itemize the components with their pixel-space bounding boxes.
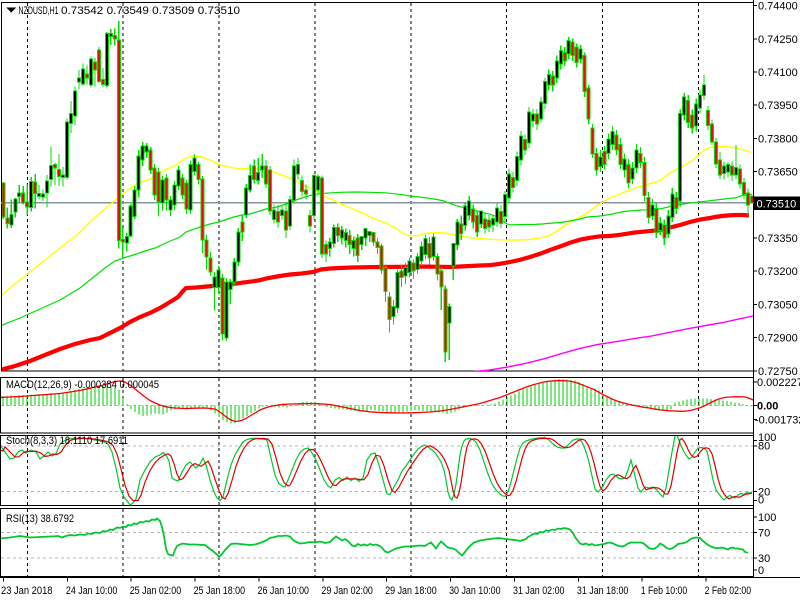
svg-text:Stoch(8,3,3) 18.1110 17.6911: Stoch(8,3,3) 18.1110 17.6911 [6,435,128,447]
svg-text:2 Feb 02:00: 2 Feb 02:00 [705,585,752,597]
svg-text:31 Jan 02:00: 31 Jan 02:00 [513,585,565,597]
svg-text:0.74100: 0.74100 [758,67,798,79]
svg-text:25 Jan 18:00: 25 Jan 18:00 [194,585,246,597]
svg-text:25 Jan 02:00: 25 Jan 02:00 [130,585,182,597]
svg-text:29 Jan 18:00: 29 Jan 18:00 [385,585,437,597]
svg-text:MACD(12,26,9) -0.000384 0.0000: MACD(12,26,9) -0.000384 0.000045 [6,379,159,391]
svg-text:0.74400: 0.74400 [758,1,798,13]
svg-text:31 Jan 18:00: 31 Jan 18:00 [577,585,629,597]
svg-text:0.73650: 0.73650 [758,167,798,179]
svg-text:0.002227: 0.002227 [757,377,800,389]
svg-text:0.72900: 0.72900 [758,333,798,345]
svg-text:0.73542 0.73549 0.73509 0.7351: 0.73542 0.73549 0.73509 0.73510 [61,5,240,17]
svg-text:0: 0 [758,565,764,577]
svg-text:0.72750: 0.72750 [758,366,798,378]
svg-text:100: 100 [758,512,776,524]
svg-text:29 Jan 02:00: 29 Jan 02:00 [321,585,373,597]
svg-text:NZDUSD,H1: NZDUSD,H1 [19,5,59,17]
svg-text:0.73800: 0.73800 [758,133,798,145]
svg-text:1 Feb 10:00: 1 Feb 10:00 [641,585,688,597]
svg-text:70: 70 [758,527,770,539]
svg-text:80: 80 [758,441,770,453]
svg-text:0.73200: 0.73200 [758,266,798,278]
svg-text:0: 0 [758,495,764,507]
svg-text:0.73510: 0.73510 [757,198,797,210]
svg-text:30 Jan 10:00: 30 Jan 10:00 [449,585,501,597]
svg-text:30: 30 [758,553,770,565]
svg-text:-0.001732: -0.001732 [755,415,800,427]
svg-text:23 Jan 2018: 23 Jan 2018 [1,585,53,597]
svg-text:0.73950: 0.73950 [758,100,798,112]
svg-text:26 Jan 10:00: 26 Jan 10:00 [258,585,310,597]
svg-text:0.00: 0.00 [757,401,778,413]
svg-text:0.73050: 0.73050 [758,299,798,311]
svg-text:RSI(13) 38.6792: RSI(13) 38.6792 [6,513,74,525]
svg-text:24 Jan 10:00: 24 Jan 10:00 [66,585,118,597]
svg-text:0.74250: 0.74250 [758,34,798,46]
svg-text:0.73350: 0.73350 [758,233,798,245]
